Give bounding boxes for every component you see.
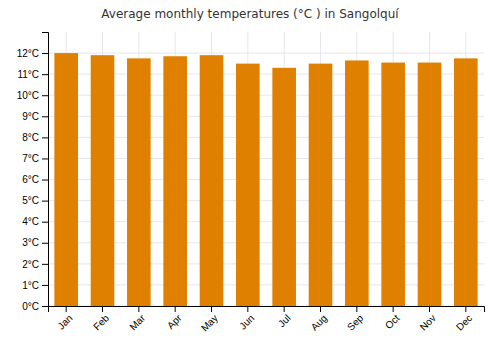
y-tick-mark (42, 243, 48, 244)
x-tick: Jan (55, 306, 74, 332)
x-tick: May (199, 306, 220, 334)
y-tick-label: 12°C (17, 48, 39, 59)
x-tick-label: Oct (383, 312, 402, 331)
y-tick-mark (42, 137, 48, 138)
x-tick: Jun (237, 306, 256, 332)
bar (91, 55, 115, 306)
x-tick-mark (393, 306, 394, 312)
bar (54, 53, 78, 306)
y-tick: 5°C (22, 195, 48, 206)
y-tick: 0°C (22, 301, 48, 312)
y-tick: 4°C (22, 216, 48, 227)
x-tick-label: Dec (454, 312, 474, 332)
x-tick-mark (429, 306, 430, 312)
x-tick-mark (320, 306, 321, 312)
bar (381, 63, 405, 306)
x-tick-mark (356, 306, 357, 312)
y-tick-mark (42, 201, 48, 202)
x-tick-label: Mar (127, 312, 147, 332)
y-tick-label: 5°C (22, 195, 39, 206)
x-tick-label: Feb (91, 312, 111, 332)
y-tick: 1°C (22, 280, 48, 291)
y-tick: 11°C (17, 69, 48, 80)
x-tick-label: Apr (165, 312, 184, 331)
y-tick-label: 0°C (22, 301, 39, 312)
x-tick-label: Jul (276, 312, 293, 329)
y-axis-line (42, 33, 49, 307)
bar (200, 55, 224, 306)
x-tick-label: Nov (418, 312, 438, 332)
bar (345, 60, 369, 306)
bar (309, 64, 333, 306)
y-tick-mark (42, 53, 48, 54)
grid (48, 32, 484, 306)
y-tick-mark (42, 158, 48, 159)
y-tick: 7°C (22, 153, 48, 164)
x-tick-label: Jan (55, 312, 74, 331)
y-tick-label: 6°C (22, 174, 39, 185)
x-tick-label: May (199, 312, 220, 333)
x-tick-mark (66, 306, 67, 312)
bars (54, 53, 477, 306)
y-tick-mark (42, 285, 48, 286)
y-tick-label: 3°C (22, 237, 39, 248)
y-tick: 10°C (17, 90, 48, 101)
y-tick: 12°C (17, 48, 48, 59)
y-tick-mark (42, 264, 48, 265)
x-tick: Jul (276, 306, 293, 329)
x-tick-mark (465, 306, 466, 312)
title: Average monthly temperatures (°C ) in Sa… (101, 7, 399, 21)
x-tick-mark (247, 306, 248, 312)
x-tick-mark (211, 306, 212, 312)
x-tick-label: Sep (345, 312, 366, 333)
bar (418, 63, 442, 306)
y-tick: 9°C (22, 111, 48, 122)
plot: 0°C 1°C 2°C 3°C 4°C 5°C 6°C 7°C 8°C 9°C 10°C 11°C 12… (17, 32, 485, 334)
x-tick-mark (102, 306, 103, 312)
y-tick-label: 11°C (17, 69, 39, 80)
x-tick-mark (284, 306, 285, 312)
x-tick: Nov (418, 306, 438, 333)
x-tick: Sep (345, 306, 366, 333)
y-tick-label: 9°C (22, 111, 39, 122)
y-tick-mark (42, 116, 48, 117)
x-tick: Dec (454, 306, 474, 333)
y-tick-mark (42, 306, 48, 307)
x-axis-line (49, 307, 485, 313)
y-tick-label: 4°C (22, 216, 39, 227)
y-tick-label: 1°C (22, 280, 39, 291)
y-tick-label: 7°C (22, 153, 39, 164)
x-tick: Apr (165, 306, 184, 331)
x-tick: Oct (383, 306, 402, 331)
y-tick: 8°C (22, 132, 48, 143)
bar (127, 58, 151, 306)
x-tick-mark (138, 306, 139, 312)
grid-line-y (48, 53, 484, 54)
chart: Average monthly temperatures (°C ) in Sa… (0, 0, 500, 350)
bar (272, 68, 296, 306)
y-tick-mark (42, 222, 48, 223)
x-tick: Mar (127, 306, 147, 332)
x-tick: Feb (91, 306, 111, 332)
y-tick-label: 8°C (22, 132, 39, 143)
bar (236, 64, 260, 306)
y-tick-mark (42, 180, 48, 181)
x-tick-label: Aug (309, 312, 329, 332)
y-tick: 2°C (22, 259, 48, 270)
bar (163, 56, 187, 306)
x-tick: Aug (309, 306, 329, 333)
y-tick-label: 2°C (22, 259, 39, 270)
x-tick-mark (175, 306, 176, 312)
bar (454, 58, 478, 306)
y-tick-mark (42, 95, 48, 96)
x-tick-label: Jun (237, 312, 256, 331)
y-tick-mark (42, 74, 48, 75)
y-tick: 6°C (22, 174, 48, 185)
y-axis: 0°C 1°C 2°C 3°C 4°C 5°C 6°C 7°C 8°C 9°C 10°C 11°C 12… (17, 33, 49, 312)
x-axis: Jan Feb Mar Apr May Jun Jul Aug Sep Oct Nov Dec (49, 306, 485, 334)
y-tick-label: 10°C (17, 90, 39, 101)
y-tick: 3°C (22, 237, 48, 248)
